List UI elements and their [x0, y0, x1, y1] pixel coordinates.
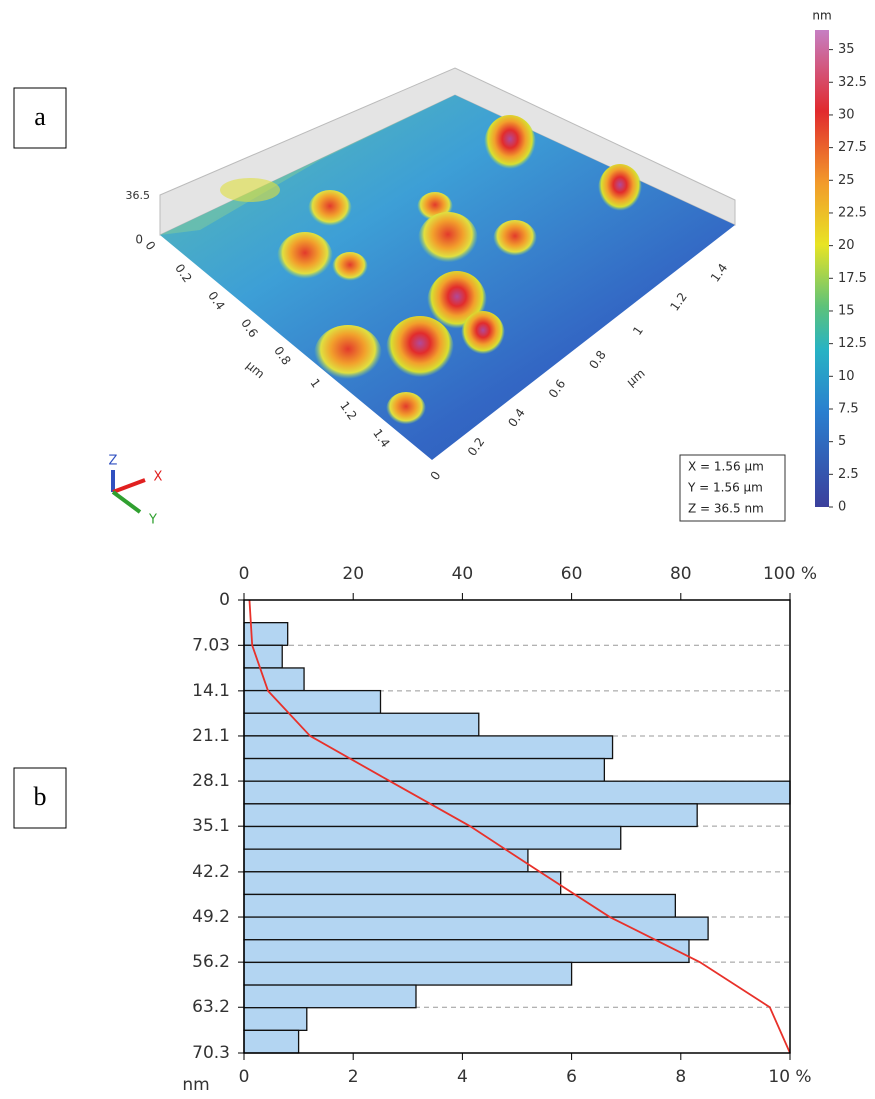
x-tick-label: 1.2 — [337, 399, 359, 423]
bar — [243, 1029, 300, 1054]
info-line: Z = 36.5 nm — [688, 502, 764, 516]
x-tick-label: 10 % — [768, 1067, 811, 1087]
surface-features — [220, 115, 642, 428]
y-tick-label: 0.6 — [546, 377, 568, 401]
x-tick-label: 1.4 — [370, 426, 392, 450]
x-tick-label: 2 — [348, 1067, 359, 1087]
x-tick-label: 8 — [675, 1067, 686, 1087]
y-tick-label: 0.8 — [586, 348, 608, 372]
x2-tick-label: 60 — [561, 564, 583, 584]
x-tick-label: 0.6 — [238, 316, 260, 340]
cumulative-line — [248, 599, 791, 1054]
triad-label: Z — [109, 454, 118, 469]
bar — [243, 939, 690, 964]
x2-tick-label: 40 — [452, 564, 474, 584]
colorbar-tick-label: 20 — [838, 238, 855, 253]
y-tick-label: 1.2 — [667, 290, 689, 314]
colorbar-tick-label: 27.5 — [838, 140, 867, 155]
x-tick-label: 1 — [307, 376, 323, 390]
colorbar-tick-label: 25 — [838, 173, 855, 188]
colorbar-tick-label: 0 — [838, 500, 846, 515]
x2-tick-label: 80 — [670, 564, 692, 584]
colorbar-tick-label: 17.5 — [838, 271, 867, 286]
y-tick-label: 56.2 — [192, 952, 230, 972]
bar — [243, 893, 676, 918]
x2-tick-label: 100 % — [763, 564, 817, 584]
y-tick-label: 28.1 — [192, 771, 230, 791]
bar — [243, 735, 614, 760]
bar — [243, 848, 529, 873]
y-tick-label: 0.2 — [465, 435, 487, 459]
y-tick-label: 49.2 — [192, 907, 230, 927]
y-unit: µm — [624, 366, 648, 389]
bar — [243, 689, 382, 714]
panel-label: b — [34, 782, 47, 811]
x2-tick-label: 0 — [239, 564, 250, 584]
panel-label: a — [34, 102, 46, 131]
x-tick-label: 6 — [566, 1067, 577, 1087]
colorbar-tick-label: 32.5 — [838, 75, 867, 90]
bar — [243, 644, 283, 669]
bar — [243, 757, 606, 782]
panel-box — [13, 87, 67, 149]
y-tick-label: 1 — [630, 324, 646, 338]
bar — [243, 961, 573, 986]
plot-frame — [243, 599, 791, 1054]
colorbar-tick-label: 5 — [838, 434, 846, 449]
y-tick-label: 63.2 — [192, 997, 230, 1017]
bar — [243, 803, 698, 828]
bar — [243, 712, 480, 737]
x-unit: µm — [243, 358, 267, 381]
y-tick-label: 70.3 — [192, 1043, 230, 1063]
y-tick-label: 0.4 — [505, 406, 527, 430]
bar — [243, 871, 562, 896]
info-box — [679, 454, 786, 522]
bar — [243, 825, 622, 850]
z-tick-label: 0 — [135, 233, 143, 247]
colorbar-unit: nm — [812, 9, 831, 23]
y-tick-label: 1.4 — [708, 261, 730, 285]
y-tick-label: 35.1 — [192, 816, 230, 836]
axis-triad: Z X Y — [109, 454, 163, 528]
y-axis-label: nm — [182, 1075, 209, 1095]
x-tick-label: 0 — [142, 239, 158, 253]
bar — [243, 780, 791, 805]
x-tick-label: 4 — [457, 1067, 468, 1087]
y-tick-label: 21.1 — [192, 726, 230, 746]
info-line: X = 1.56 µm — [688, 460, 764, 474]
bar — [243, 667, 305, 692]
y-tick-label: 0 — [428, 469, 444, 483]
colorbar-tick-label: 22.5 — [838, 205, 867, 220]
x-tick-label: 0.4 — [205, 289, 227, 313]
colorbar-tick-label: 10 — [838, 369, 855, 384]
x-tick-label: 0.2 — [172, 261, 194, 285]
colorbar — [815, 30, 829, 507]
triad-label: X — [154, 470, 163, 485]
x2-tick-label: 20 — [342, 564, 364, 584]
histogram: 0 7.03 14.1 21.1 28.1 35.1 42.2 49.2 56.2 63.2 70.… — [192, 564, 817, 1087]
panel-box — [13, 767, 67, 829]
x-tick-label: 0 — [239, 1067, 250, 1087]
y-tick-label: 42.2 — [192, 862, 230, 882]
colorbar-tick-label: 7.5 — [838, 401, 859, 416]
bar — [243, 984, 417, 1009]
bar — [243, 916, 709, 941]
x-tick-label: 0.8 — [271, 344, 293, 368]
colorbar-tick-label: 35 — [838, 42, 855, 57]
colorbar-tick-label: 2.5 — [838, 467, 859, 482]
colorbar-tick-label: 15 — [838, 303, 855, 318]
y-tick-label: 14.1 — [192, 681, 230, 701]
z-tick-label: 36.5 — [126, 189, 151, 202]
y-tick-label: 0 — [219, 590, 230, 610]
colorbar-tick-label: 12.5 — [838, 336, 867, 351]
bar — [243, 1007, 308, 1032]
triad-label: Y — [148, 513, 157, 528]
y-tick-label: 7.03 — [192, 635, 230, 655]
colorbar-tick-label: 30 — [838, 107, 855, 122]
info-line: Y = 1.56 µm — [687, 481, 763, 495]
